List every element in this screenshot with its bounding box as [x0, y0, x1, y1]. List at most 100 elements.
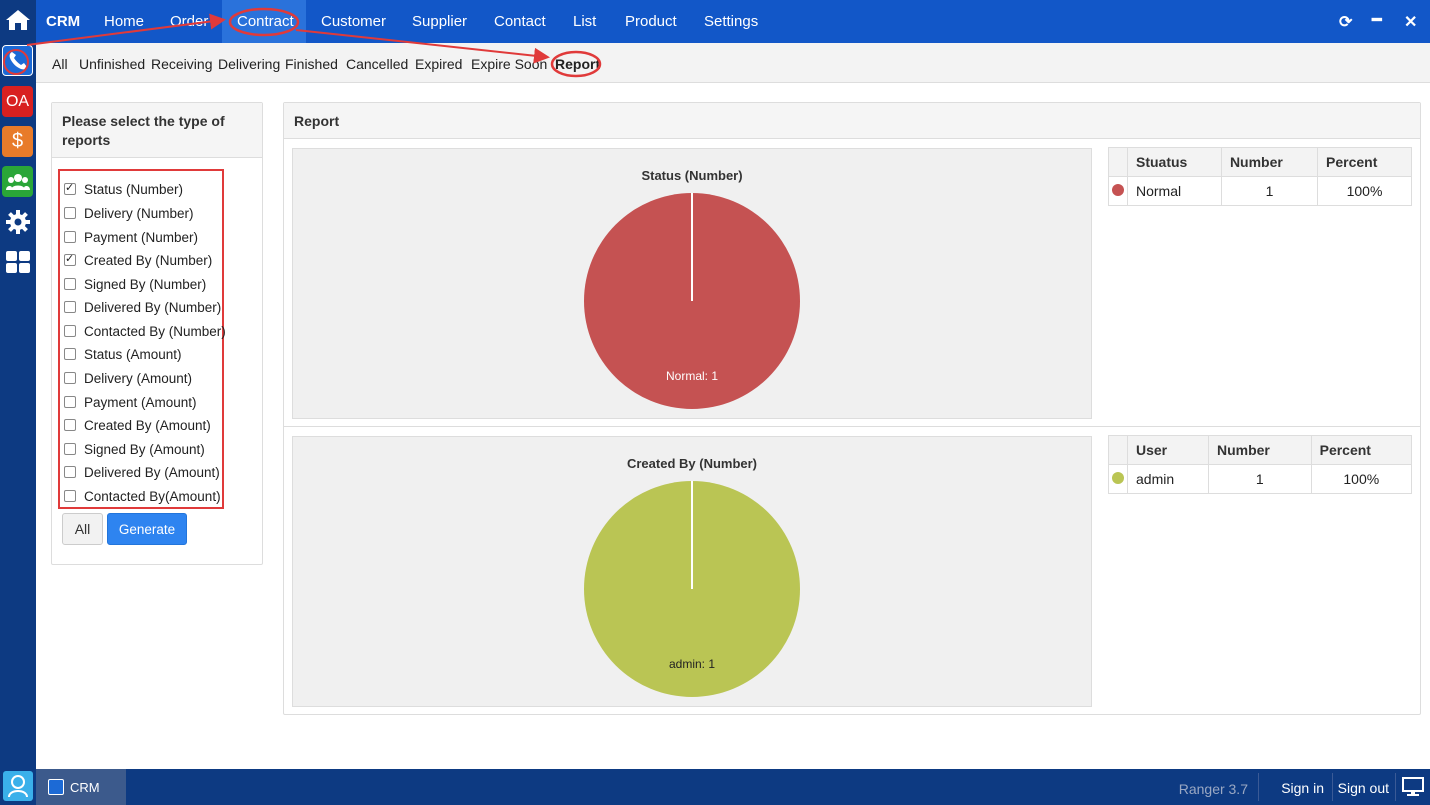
header-status: Stuatus	[1127, 147, 1222, 177]
checkbox[interactable]	[64, 466, 76, 478]
created-by-chart: Created By (Number) admin: 1	[292, 436, 1092, 707]
option-status-number[interactable]: Status (Number)	[64, 179, 183, 199]
dollar-icon[interactable]: $	[2, 126, 33, 157]
slice-label: admin: 1	[669, 657, 715, 671]
subtab-all[interactable]: All	[52, 56, 68, 72]
monitor-icon[interactable]	[1402, 777, 1424, 797]
minimize-icon[interactable]: ━	[1372, 12, 1382, 29]
bottom-bar: CRM Ranger 3.7 Sign in Sign out	[36, 769, 1430, 805]
gear-icon[interactable]	[2, 206, 33, 237]
option-payment-amount[interactable]: Payment (Amount)	[64, 392, 197, 412]
refresh-icon[interactable]: ⟳	[1339, 14, 1353, 31]
taskbar-crm[interactable]: CRM	[36, 769, 126, 805]
close-icon[interactable]: ✕	[1404, 14, 1418, 31]
taskbar-label: CRM	[70, 779, 100, 795]
chart-title: Created By (Number)	[626, 456, 758, 471]
option-label: Signed By (Number)	[84, 276, 207, 292]
legend-dot-cell	[1108, 176, 1128, 206]
checkbox[interactable]	[64, 231, 76, 243]
generate-button[interactable]: Generate	[107, 513, 187, 545]
phone-icon	[48, 779, 64, 795]
option-status-amount[interactable]: Status (Amount)	[64, 344, 182, 364]
option-contacted-by-number[interactable]: Contacted By (Number)	[64, 321, 226, 341]
option-signed-by-number[interactable]: Signed By (Number)	[64, 274, 206, 294]
nav-settings[interactable]: Settings	[704, 13, 759, 30]
option-label: Status (Amount)	[84, 346, 182, 362]
phone-icon[interactable]	[2, 45, 33, 76]
checkbox[interactable]	[64, 396, 76, 408]
option-delivery-amount[interactable]: Delivery (Amount)	[64, 368, 192, 388]
report-type-panel: Please select the type of reports Status…	[51, 102, 263, 565]
nav-contract[interactable]: Contract	[222, 0, 306, 43]
option-contacted-by-amount[interactable]: Contacted By(Amount)	[64, 486, 221, 506]
header-marker	[1108, 147, 1128, 177]
option-delivered-by-amount[interactable]: Delivered By (Amount)	[64, 462, 220, 482]
report-panel: Report Status (Number) Normal: 1 Stuatus…	[283, 102, 1421, 715]
option-delivered-by-number[interactable]: Delivered By (Number)	[64, 297, 221, 317]
users-icon[interactable]	[2, 166, 33, 197]
nav-home[interactable]: Home	[104, 13, 145, 30]
option-label: Status (Number)	[84, 181, 184, 197]
checkbox[interactable]	[64, 181, 76, 195]
header-percent: Percent	[1310, 435, 1413, 465]
row-percent: 100%	[1310, 464, 1413, 494]
row-number: 1	[1220, 176, 1319, 206]
legend-dot	[1112, 184, 1124, 196]
subtab-receiving[interactable]: Receiving	[151, 56, 213, 72]
select-all-button[interactable]: All	[62, 513, 103, 545]
subtab-delivering[interactable]: Delivering	[218, 56, 281, 72]
nav-customer[interactable]: Customer	[321, 13, 387, 30]
option-signed-by-amount[interactable]: Signed By (Amount)	[64, 439, 205, 459]
report-type-title: Please select the type of reports	[52, 103, 262, 158]
subtab-unfinished[interactable]: Unfinished	[79, 56, 146, 72]
checkbox[interactable]	[64, 301, 76, 313]
subtab-cancelled[interactable]: Cancelled	[346, 56, 409, 72]
pie-chart: Normal: 1	[584, 193, 800, 409]
nav-order[interactable]: Order	[170, 13, 209, 30]
table-header: Stuatus Number Percent	[1108, 147, 1412, 177]
user-avatar-icon[interactable]	[3, 771, 33, 801]
oa-icon[interactable]: OA	[2, 86, 33, 117]
nav-contact[interactable]: Contact	[494, 13, 546, 30]
divider	[284, 426, 1420, 427]
checkbox[interactable]	[64, 252, 76, 266]
checkbox[interactable]	[64, 443, 76, 455]
option-label: Created By (Number)	[84, 252, 213, 268]
subtab-expire-soon[interactable]: Expire Soon	[471, 56, 548, 72]
header-user: User	[1127, 435, 1209, 465]
checkbox[interactable]	[64, 372, 76, 384]
status-table: Stuatus Number Percent Normal 1 100%	[1108, 147, 1412, 206]
nav-list[interactable]: List	[573, 13, 597, 30]
separator	[1395, 773, 1396, 801]
nav-product[interactable]: Product	[625, 13, 677, 30]
option-created-by-number[interactable]: Created By (Number)	[64, 250, 212, 270]
checkbox[interactable]	[64, 207, 76, 219]
checkbox[interactable]	[64, 419, 76, 431]
legend-dot-cell	[1108, 464, 1128, 494]
subtab-expired[interactable]: Expired	[415, 56, 463, 72]
grid-icon[interactable]	[2, 246, 33, 277]
option-label: Delivered By (Amount)	[84, 464, 220, 480]
option-label: Delivery (Number)	[84, 205, 194, 221]
home-icon[interactable]	[2, 4, 33, 35]
sign-in-link[interactable]: Sign in	[1281, 780, 1324, 796]
header-marker	[1108, 435, 1128, 465]
option-created-by-amount[interactable]: Created By (Amount)	[64, 415, 211, 435]
checkbox[interactable]	[64, 490, 76, 502]
option-label: Delivered By (Number)	[84, 299, 222, 315]
sign-out-link[interactable]: Sign out	[1337, 780, 1389, 796]
pie-chart: admin: 1	[584, 481, 800, 697]
option-payment-number[interactable]: Payment (Number)	[64, 227, 198, 247]
subtab-report[interactable]: Report	[555, 56, 601, 72]
header-percent: Percent	[1317, 147, 1412, 177]
header-number: Number	[1220, 147, 1319, 177]
checkbox[interactable]	[64, 278, 76, 290]
subtab-finished[interactable]: Finished	[285, 56, 338, 72]
nav-supplier[interactable]: Supplier	[412, 13, 468, 30]
option-delivery-number[interactable]: Delivery (Number)	[64, 203, 194, 223]
dollar-label: $	[11, 130, 24, 152]
checkbox[interactable]	[64, 348, 76, 360]
checkbox[interactable]	[64, 325, 76, 337]
separator	[1258, 773, 1259, 801]
chart-title: Status (Number)	[641, 168, 743, 183]
